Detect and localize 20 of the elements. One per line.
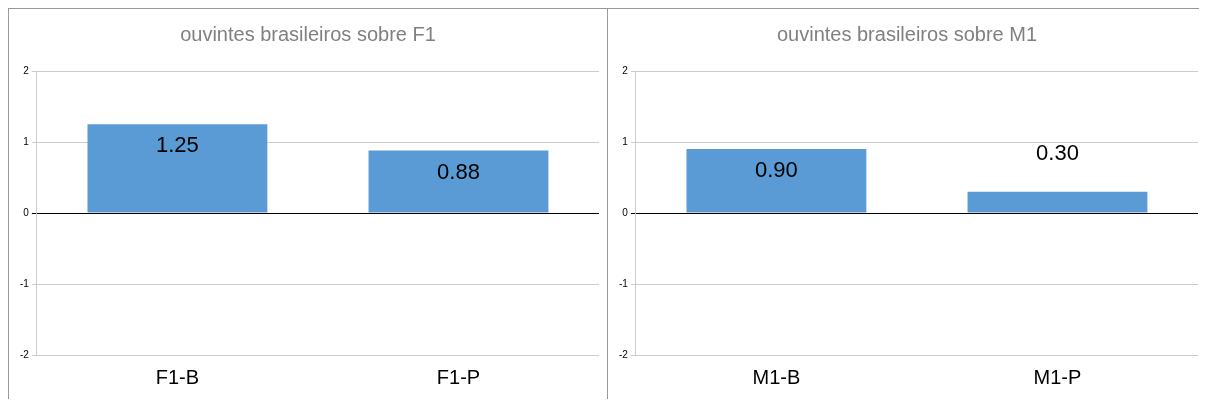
y-tick-label: 1 [23,135,30,147]
data-label: 0.88 [437,158,480,184]
x-tick-label: F1-B [155,365,200,388]
x-tick-label: M1-B [752,365,801,388]
y-tick-label: 2 [23,64,30,76]
y-tick-label: 2 [622,64,629,76]
chart-title: ouvintes brasileiros sobre M1 [776,22,1038,45]
data-label: 1.25 [156,132,199,158]
y-tick-label: 1 [622,135,629,147]
y-tick-label: -1 [19,277,30,289]
x-tick-label: F1-P [436,365,481,388]
y-tick-label: -2 [618,348,629,360]
y-tick-label: 0 [23,206,30,218]
y-tick-label: -1 [618,277,629,289]
x-tick-label: M1-P [1033,365,1082,388]
data-label: 0.30 [1036,139,1079,165]
y-tick-label: 0 [622,206,629,218]
data-label: 0.90 [755,157,798,183]
y-tick-label: -2 [19,348,30,360]
chart-title: ouvintes brasileiros sobre F1 [180,22,436,45]
